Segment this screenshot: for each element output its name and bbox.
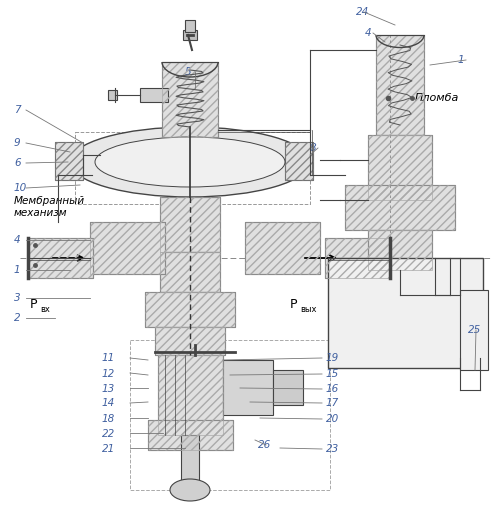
Bar bbox=[345, 185, 455, 230]
Text: 19: 19 bbox=[326, 353, 339, 363]
Text: 8: 8 bbox=[310, 143, 316, 153]
Bar bbox=[148, 420, 233, 450]
Bar bbox=[108, 90, 117, 100]
Text: 14: 14 bbox=[102, 398, 115, 408]
Text: 12: 12 bbox=[102, 369, 115, 379]
Bar bbox=[382, 270, 418, 295]
Bar bbox=[160, 197, 220, 252]
Bar bbox=[245, 222, 320, 274]
Bar bbox=[345, 185, 455, 230]
Bar bbox=[181, 435, 199, 490]
Text: 1: 1 bbox=[14, 265, 20, 275]
Bar bbox=[223, 360, 273, 415]
Text: 18: 18 bbox=[102, 414, 115, 424]
Bar bbox=[368, 135, 432, 200]
Text: 9: 9 bbox=[14, 138, 20, 148]
Bar bbox=[368, 230, 432, 270]
Bar bbox=[28, 238, 93, 278]
Bar bbox=[376, 35, 424, 135]
Ellipse shape bbox=[95, 137, 285, 187]
Text: 5: 5 bbox=[185, 67, 192, 77]
Text: вх: вх bbox=[40, 306, 50, 314]
Bar bbox=[55, 142, 83, 180]
Bar bbox=[285, 142, 313, 180]
Bar bbox=[130, 340, 330, 490]
Bar bbox=[28, 238, 93, 278]
Bar bbox=[55, 142, 83, 180]
Bar bbox=[158, 355, 223, 435]
Ellipse shape bbox=[70, 127, 310, 197]
Bar bbox=[160, 197, 220, 252]
Bar bbox=[75, 132, 310, 204]
Bar bbox=[90, 222, 165, 274]
Bar bbox=[245, 222, 320, 274]
Bar bbox=[273, 370, 303, 405]
Text: 26: 26 bbox=[258, 440, 271, 450]
Bar bbox=[145, 292, 235, 327]
Text: 17: 17 bbox=[326, 398, 339, 408]
Text: 4: 4 bbox=[14, 235, 20, 245]
Bar bbox=[145, 292, 235, 327]
Bar bbox=[328, 258, 483, 368]
Text: 1: 1 bbox=[458, 55, 464, 65]
Ellipse shape bbox=[170, 479, 210, 501]
Bar bbox=[368, 230, 432, 270]
Text: P: P bbox=[30, 297, 38, 310]
Text: 11: 11 bbox=[102, 353, 115, 363]
Bar bbox=[162, 62, 218, 137]
Text: 4: 4 bbox=[365, 28, 372, 38]
Bar bbox=[160, 252, 220, 292]
Bar bbox=[325, 238, 390, 278]
Text: P: P bbox=[290, 297, 298, 310]
Text: вых: вых bbox=[300, 306, 316, 314]
Bar bbox=[460, 290, 488, 370]
Text: 15: 15 bbox=[326, 369, 339, 379]
Bar bbox=[162, 62, 218, 137]
Bar bbox=[285, 142, 313, 180]
Text: 3: 3 bbox=[14, 293, 20, 303]
Text: Пломба: Пломба bbox=[415, 93, 460, 103]
Bar bbox=[368, 135, 432, 200]
Text: Мембранный
механизм: Мембранный механизм bbox=[14, 196, 85, 218]
Text: 13: 13 bbox=[102, 384, 115, 394]
Bar bbox=[325, 238, 390, 278]
Text: 7: 7 bbox=[14, 105, 20, 115]
Text: 10: 10 bbox=[14, 183, 27, 193]
Bar bbox=[155, 327, 225, 355]
Text: 24: 24 bbox=[356, 7, 369, 17]
Text: 25: 25 bbox=[468, 325, 481, 335]
Bar bbox=[158, 355, 223, 435]
Bar bbox=[155, 327, 225, 355]
Bar bbox=[160, 252, 220, 292]
Bar bbox=[90, 222, 165, 274]
Text: 21: 21 bbox=[102, 444, 115, 454]
Text: 20: 20 bbox=[326, 414, 339, 424]
Bar bbox=[140, 88, 168, 102]
Bar bbox=[376, 35, 424, 135]
Bar bbox=[185, 20, 195, 32]
Text: 16: 16 bbox=[326, 384, 339, 394]
Bar bbox=[183, 30, 197, 40]
Bar bbox=[148, 420, 233, 450]
Text: 2: 2 bbox=[14, 313, 20, 323]
Text: 6: 6 bbox=[14, 158, 20, 168]
Text: 23: 23 bbox=[326, 444, 339, 454]
Text: 22: 22 bbox=[102, 429, 115, 439]
